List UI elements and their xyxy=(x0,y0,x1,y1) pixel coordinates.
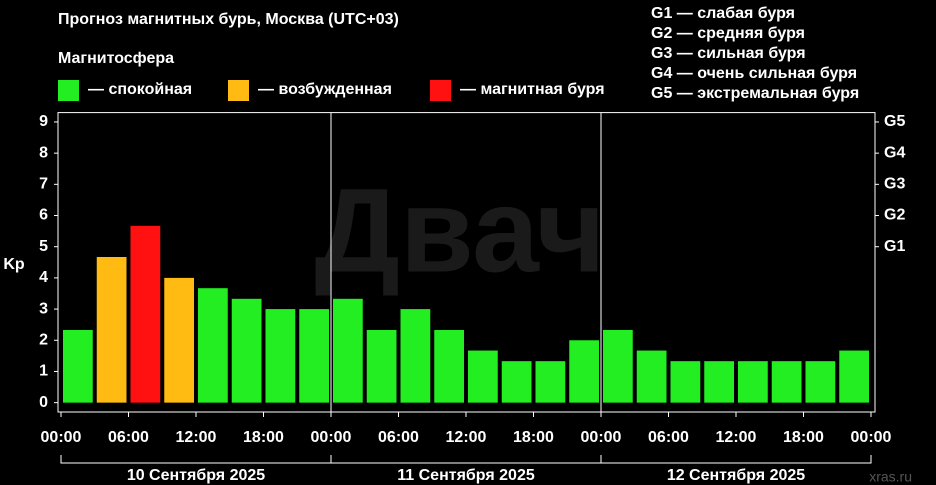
bar xyxy=(265,309,296,403)
bar xyxy=(468,350,498,403)
bar xyxy=(603,329,633,403)
x-tick-label: 12:00 xyxy=(446,429,487,446)
x-tick-label: 06:00 xyxy=(108,429,149,446)
y-tick-label: 1 xyxy=(39,363,48,380)
bar xyxy=(164,277,194,403)
x-tick-label: 00:00 xyxy=(311,429,352,446)
y2-tick-label: G1 xyxy=(884,238,905,255)
bar xyxy=(96,256,127,403)
bar xyxy=(130,225,161,403)
y2-tick-label: G2 xyxy=(884,207,905,224)
x-tick-label: 00:00 xyxy=(581,429,622,446)
bar xyxy=(569,340,599,403)
x-tick-label: 18:00 xyxy=(783,429,824,446)
y-tick-label: 8 xyxy=(39,144,48,161)
x-tick-label: 12:00 xyxy=(176,429,217,446)
y-tick-label: 2 xyxy=(39,331,48,348)
day-bracket xyxy=(600,455,872,464)
y2-tick-label: G4 xyxy=(884,144,905,161)
legend-swatch xyxy=(430,80,451,101)
x-tick-label: 18:00 xyxy=(513,429,554,446)
x-tick-label: 12:00 xyxy=(716,429,757,446)
storm-scale-item: G2 — средняя буря xyxy=(651,25,805,42)
storm-scale-item: G5 — экстремальная буря xyxy=(651,85,859,102)
bar xyxy=(771,361,802,403)
source: xras.ru xyxy=(869,469,912,485)
bar xyxy=(670,361,701,403)
bar xyxy=(231,298,262,403)
bar xyxy=(400,309,431,403)
bar xyxy=(636,350,667,403)
legend-swatch xyxy=(228,80,249,101)
day-label: 10 Сентября 2025 xyxy=(127,467,265,484)
storm-scale-item: G1 — слабая буря xyxy=(651,5,795,22)
bar xyxy=(299,309,329,403)
bar xyxy=(704,361,734,403)
watermark: Двач xyxy=(314,164,605,298)
bar xyxy=(198,288,228,403)
x-tick-label: 00:00 xyxy=(851,429,892,446)
legend-label: — спокойная xyxy=(88,81,192,98)
bar xyxy=(738,361,768,403)
bar xyxy=(501,361,532,403)
storm-scale-item: G4 — очень сильная буря xyxy=(651,65,857,82)
y-tick-label: 3 xyxy=(39,300,48,317)
bar xyxy=(805,361,836,403)
y-tick-label: 0 xyxy=(39,394,48,411)
y-tick-label: 5 xyxy=(39,238,48,255)
day-label: 12 Сентября 2025 xyxy=(667,467,805,484)
legend-label: — магнитная буря xyxy=(460,81,605,98)
x-tick-label: 18:00 xyxy=(243,429,284,446)
y2-tick-label: G5 xyxy=(884,113,905,130)
bar xyxy=(839,350,869,403)
y-tick-label: 9 xyxy=(39,113,48,130)
bar xyxy=(333,298,363,403)
chart-title: Прогноз магнитных бурь, Москва (UTC+03) xyxy=(58,11,399,28)
storm-scale-item: G3 — сильная буря xyxy=(651,45,806,62)
legend-label: — возбужденная xyxy=(258,81,392,98)
bar xyxy=(63,329,93,403)
bar xyxy=(535,361,566,403)
day-label: 11 Сентября 2025 xyxy=(397,467,535,484)
y-tick-label: 7 xyxy=(39,176,48,193)
bar xyxy=(434,329,464,403)
y2-tick-label: G3 xyxy=(884,176,905,193)
y-tick-label: 6 xyxy=(39,207,48,224)
y-axis-label: Kp xyxy=(3,256,25,273)
x-tick-label: 06:00 xyxy=(378,429,419,446)
x-tick-label: 00:00 xyxy=(41,429,82,446)
legend-swatch xyxy=(58,80,79,101)
bar xyxy=(366,329,397,403)
y-tick-label: 4 xyxy=(39,269,48,286)
subtitle: Магнитосфера xyxy=(58,50,174,67)
x-tick-label: 06:00 xyxy=(648,429,689,446)
